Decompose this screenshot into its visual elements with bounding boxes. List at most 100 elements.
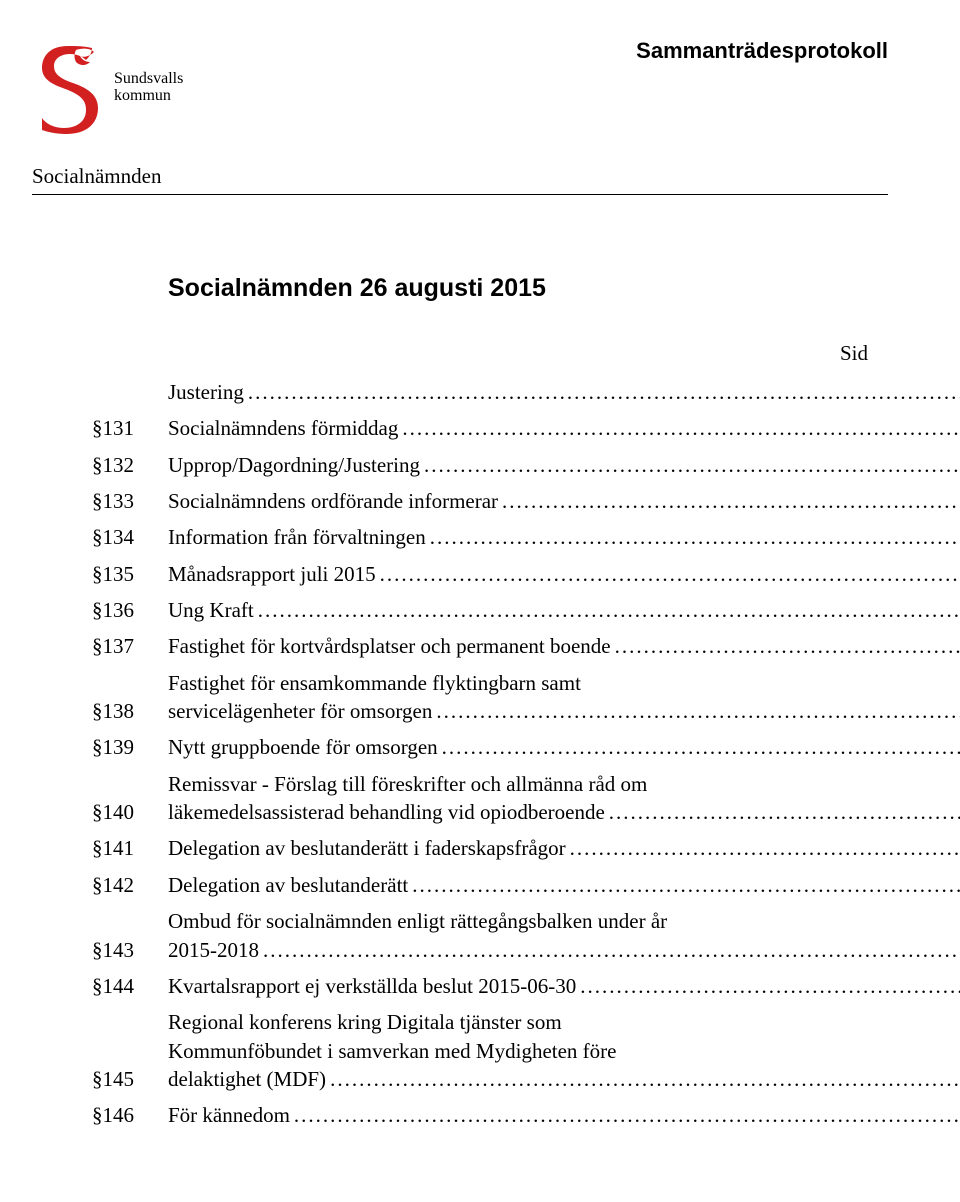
toc-section-number: §133: [92, 487, 168, 515]
toc-label: Regional konferens kring Digitala tjänst…: [168, 1008, 960, 1036]
toc-label: Remissvar - Förslag till föreskrifter oc…: [168, 770, 960, 798]
toc-entry: Remissvar - Förslag till föreskrifter oc…: [168, 770, 960, 827]
toc-leader-dots: [580, 972, 960, 1000]
toc-leader-dots: [430, 523, 960, 551]
toc-label: Månadsrapport juli 2015: [168, 560, 380, 588]
toc-label: Fastighet för ensamkommande flyktingbarn…: [168, 669, 960, 697]
toc-label: Socialnämndens ordförande informerar: [168, 487, 502, 515]
toc-label: Delegation av beslutanderätt: [168, 871, 412, 899]
org-logo-block: Sundsvalls kommun: [32, 42, 183, 134]
toc-entry: Information från förvaltningen7: [168, 523, 960, 551]
toc-row: §136Ung Kraft11: [92, 596, 868, 624]
toc-section-number: §136: [92, 596, 168, 624]
toc-label: Socialnämndens förmiddag: [168, 414, 402, 442]
toc-entry: Socialnämndens ordförande informerar6: [168, 487, 960, 515]
toc-leader-dots: [412, 871, 960, 899]
toc-section-number: §143: [92, 936, 168, 964]
toc-section-number: §146: [92, 1101, 168, 1129]
toc-label: Justering: [168, 378, 248, 406]
toc-leader-dots: [248, 378, 960, 406]
toc-row: §141Delegation av beslutanderätt i fader…: [92, 834, 868, 862]
toc-row: §144Kvartalsrapport ej verkställda beslu…: [92, 972, 868, 1000]
toc-leader-dots: [436, 697, 960, 725]
toc-section-number: §140: [92, 798, 168, 826]
toc-entry: Fastighet för kortvårdsplatser och perma…: [168, 632, 960, 660]
toc-entry: Månadsrapport juli 20158: [168, 560, 960, 588]
toc-entry: Fastighet för ensamkommande flyktingbarn…: [168, 669, 960, 726]
toc-label: Kommunföbundet i samverkan med Mydighete…: [168, 1037, 960, 1065]
toc-row: §135Månadsrapport juli 20158: [92, 560, 868, 588]
toc-section-number: §141: [92, 834, 168, 862]
toc-label: Kvartalsrapport ej verkställda beslut 20…: [168, 972, 580, 1000]
toc-leader-dots: [442, 733, 960, 761]
toc-section-number: §139: [92, 733, 168, 761]
toc-section-number: §145: [92, 1065, 168, 1093]
toc-section-number: §132: [92, 451, 168, 479]
toc-leader-dots: [294, 1101, 960, 1129]
toc-row: Justering3: [92, 378, 868, 406]
toc-row: §146För kännedom25: [92, 1101, 868, 1129]
toc-row: §143Ombud för socialnämnden enligt rätte…: [92, 907, 868, 964]
toc-entry: Kvartalsrapport ej verkställda beslut 20…: [168, 972, 960, 1000]
toc-section-number: §131: [92, 414, 168, 442]
document-page: Sundsvalls kommun Sammanträdesprotokoll …: [0, 0, 960, 1202]
toc-label: För kännedom: [168, 1101, 294, 1129]
toc-label: Delegation av beslutanderätt i faderskap…: [168, 834, 570, 862]
toc-entry: För kännedom25: [168, 1101, 960, 1129]
page-header: Sundsvalls kommun Sammanträdesprotokoll …: [92, 36, 868, 196]
toc-row: §145Regional konferens kring Digitala tj…: [92, 1008, 868, 1093]
toc-row: §138Fastighet för ensamkommande flykting…: [92, 669, 868, 726]
toc-label: läkemedelsassisterad behandling vid opio…: [168, 798, 609, 826]
toc-row: §137Fastighet för kortvårdsplatser och p…: [92, 632, 868, 660]
toc-label: servicelägenheter för omsorgen: [168, 697, 436, 725]
toc-leader-dots: [502, 487, 960, 515]
toc-leader-dots: [424, 451, 960, 479]
toc-row: §131Socialnämndens förmiddag4: [92, 414, 868, 442]
toc-label: Ung Kraft: [168, 596, 258, 624]
toc-section-number: §135: [92, 560, 168, 588]
toc-leader-dots: [263, 936, 960, 964]
org-name-line2: kommun: [114, 88, 183, 105]
toc-entry: Delegation av beslutanderätt i faderskap…: [168, 834, 960, 862]
toc-entry: Justering3: [168, 378, 960, 406]
toc-leader-dots: [609, 798, 960, 826]
toc-row: §134Information från förvaltningen7: [92, 523, 868, 551]
toc-leader-dots: [615, 632, 960, 660]
toc-row: §133Socialnämndens ordförande informerar…: [92, 487, 868, 515]
document-body: Socialnämnden 26 augusti 2015 Sid Juster…: [92, 274, 868, 1130]
toc-section-number: §137: [92, 632, 168, 660]
org-logo-text: Sundsvalls kommun: [114, 71, 183, 105]
page-column-label: Sid: [92, 341, 868, 366]
table-of-contents: Justering3§131Socialnämndens förmiddag4§…: [92, 378, 868, 1130]
toc-leader-dots: [258, 596, 960, 624]
toc-section-number: §144: [92, 972, 168, 1000]
committee-name: Socialnämnden: [32, 164, 161, 189]
toc-entry: Ombud för socialnämnden enligt rättegång…: [168, 907, 960, 964]
toc-entry: Socialnämndens förmiddag4: [168, 414, 960, 442]
toc-leader-dots: [380, 560, 960, 588]
toc-label: delaktighet (MDF): [168, 1065, 330, 1093]
document-type-heading: Sammanträdesprotokoll: [636, 38, 888, 64]
org-name-line1: Sundsvalls: [114, 71, 183, 88]
toc-row: §139Nytt gruppboende för omsorgen16: [92, 733, 868, 761]
toc-label: Ombud för socialnämnden enligt rättegång…: [168, 907, 960, 935]
toc-label: Upprop/Dagordning/Justering: [168, 451, 424, 479]
toc-leader-dots: [402, 414, 960, 442]
toc-entry: Nytt gruppboende för omsorgen16: [168, 733, 960, 761]
toc-section-number: §134: [92, 523, 168, 551]
toc-section-number: §138: [92, 697, 168, 725]
toc-label: Information från förvaltningen: [168, 523, 430, 551]
page-title: Socialnämnden 26 augusti 2015: [168, 274, 868, 303]
toc-entry: Regional konferens kring Digitala tjänst…: [168, 1008, 960, 1093]
toc-row: §132Upprop/Dagordning/Justering5: [92, 451, 868, 479]
dragon-s-logo-icon: [32, 42, 104, 134]
toc-row: §142Delegation av beslutanderätt20: [92, 871, 868, 899]
toc-leader-dots: [570, 834, 960, 862]
toc-entry: Ung Kraft11: [168, 596, 960, 624]
toc-entry: Upprop/Dagordning/Justering5: [168, 451, 960, 479]
toc-section-number: §142: [92, 871, 168, 899]
toc-label: Fastighet för kortvårdsplatser och perma…: [168, 632, 615, 660]
header-divider: [32, 194, 888, 195]
toc-label: 2015-2018: [168, 936, 263, 964]
toc-leader-dots: [330, 1065, 960, 1093]
